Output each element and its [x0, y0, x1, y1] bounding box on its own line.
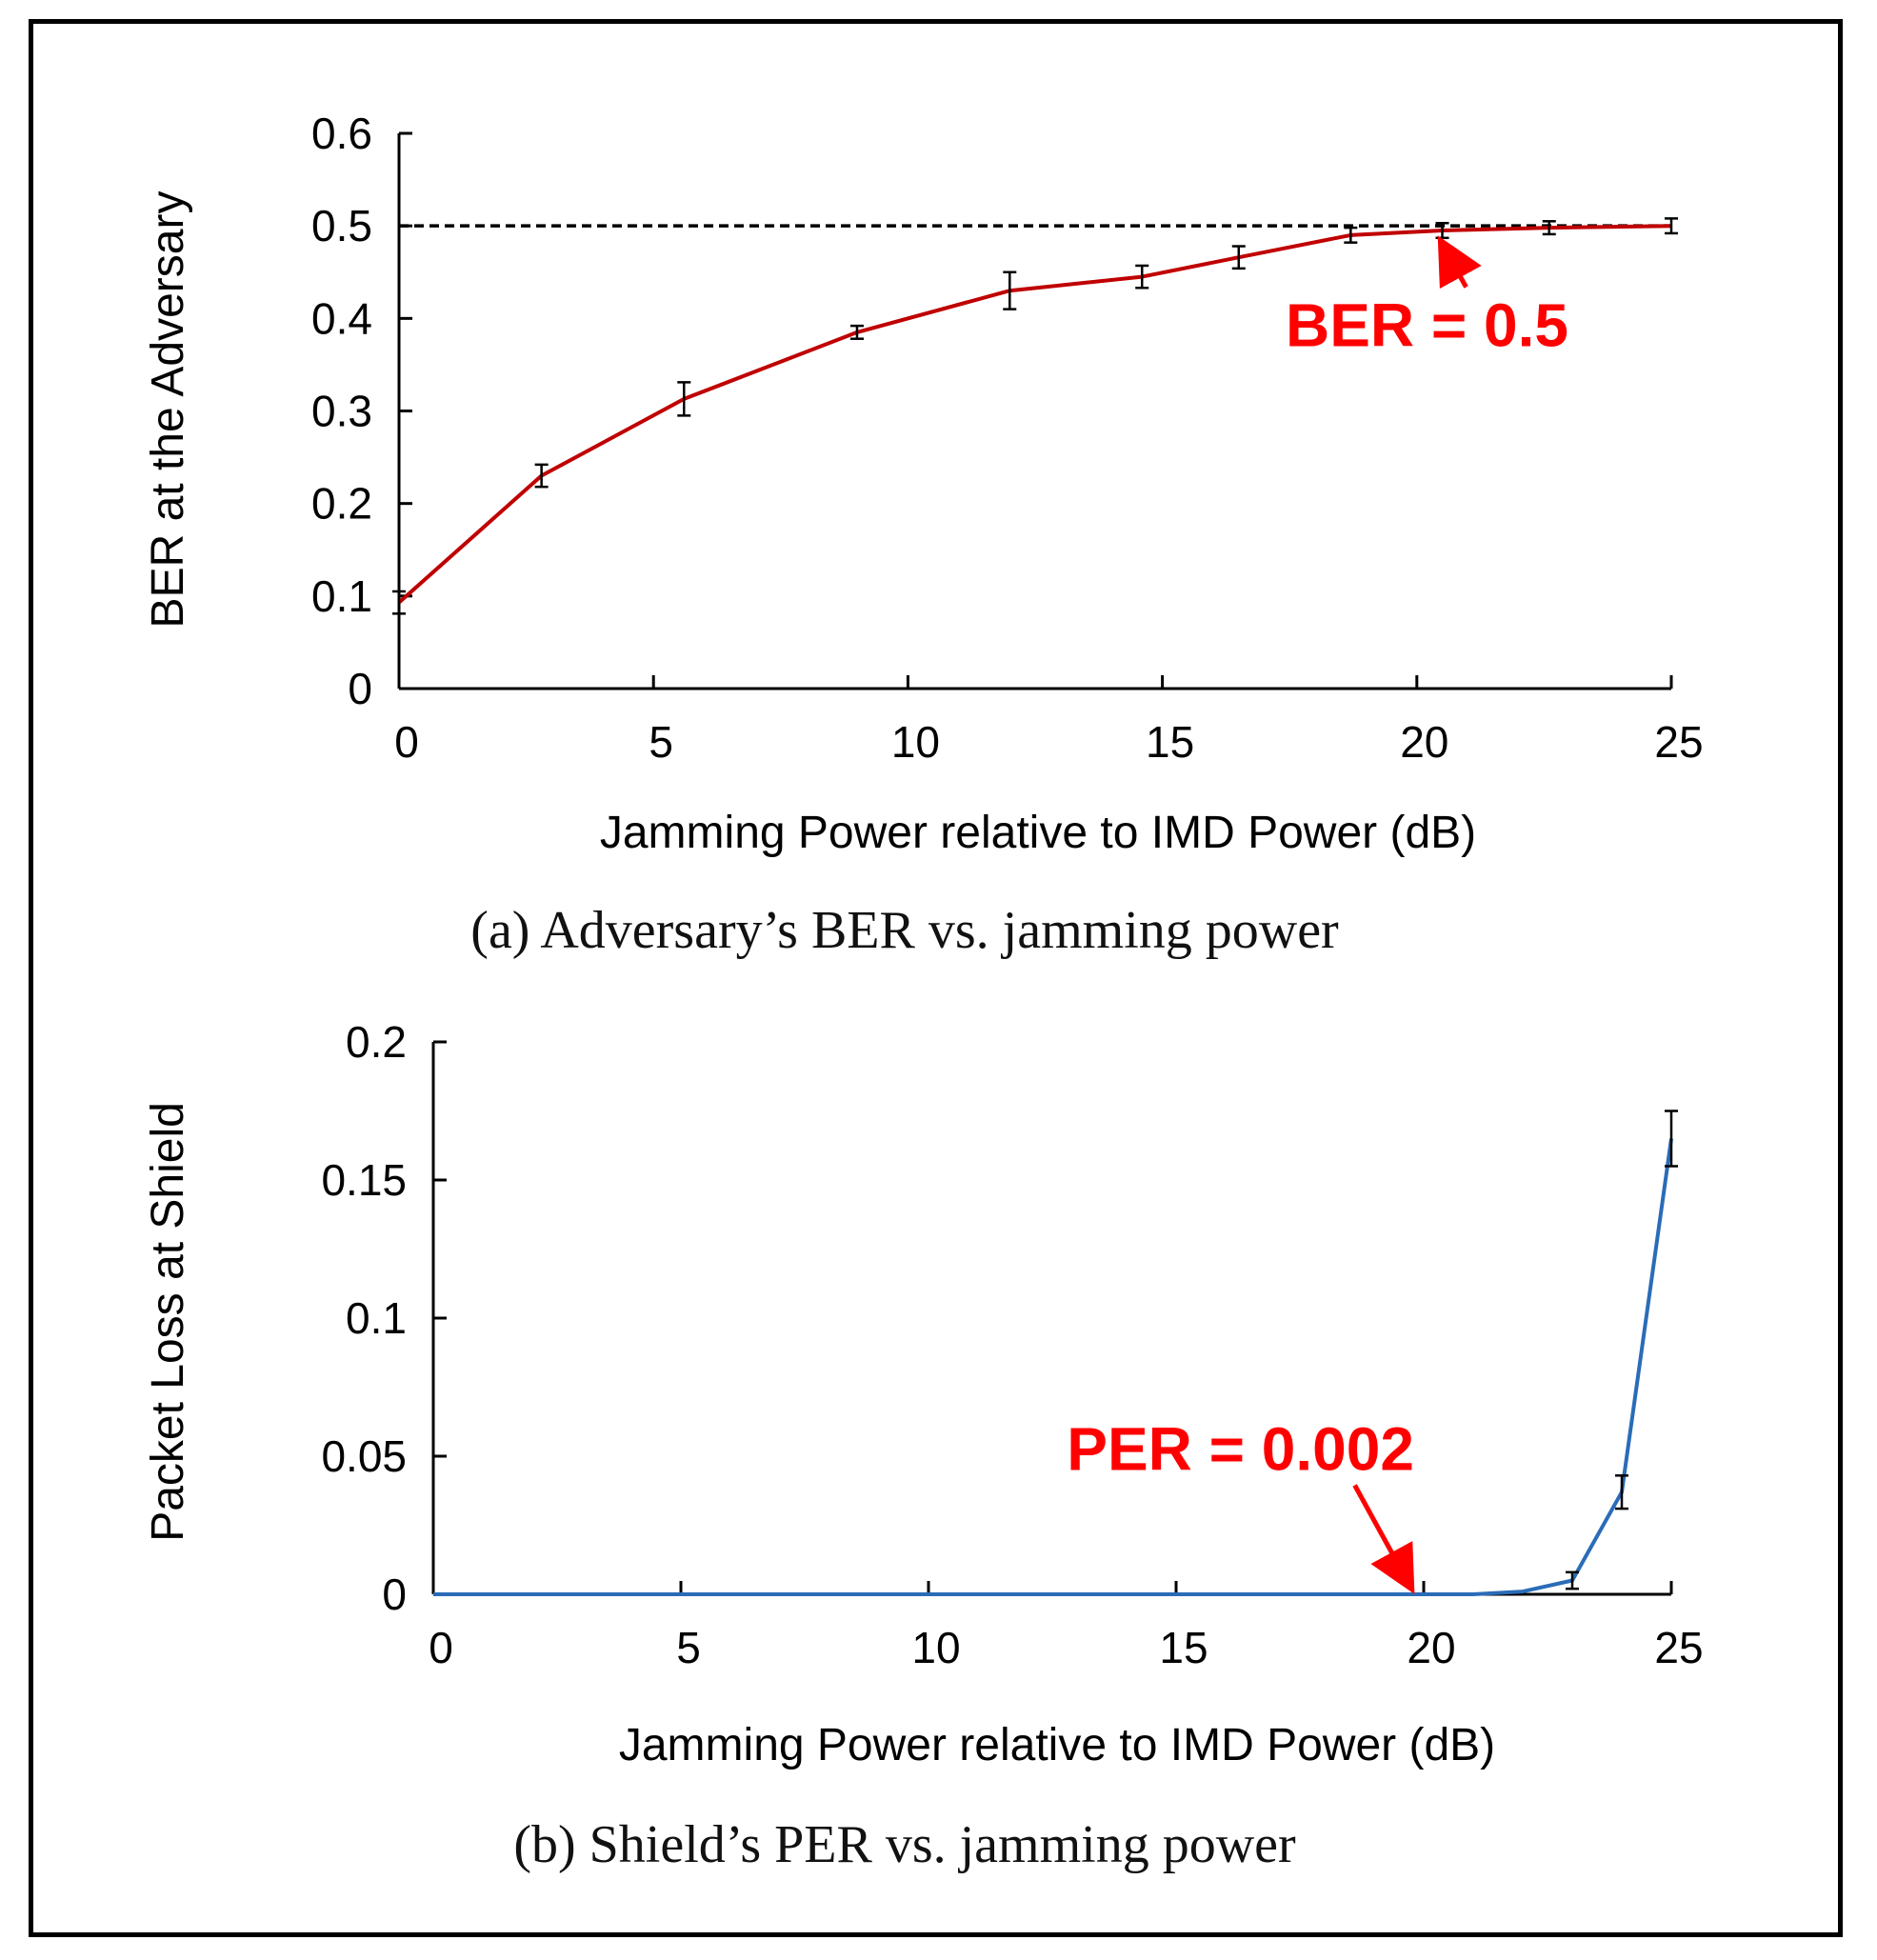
- chartB-ytick-label: 0.15: [321, 1155, 407, 1205]
- chartA-ytick-label: 0.3: [311, 387, 372, 436]
- chartA-series-line: [397, 224, 1672, 605]
- chart-a-series: [392, 217, 1678, 615]
- chart-a-annotation: BER = 0.5: [1286, 235, 1568, 359]
- chart-a-ylabel: BER at the Adversary: [143, 191, 193, 629]
- chart-b-caption: (b) Shield’s PER vs. jamming power: [513, 1815, 1296, 1874]
- chartA-xtick-label: 15: [1146, 717, 1194, 767]
- chartB-series-line: [433, 1138, 1673, 1596]
- chartB-xtick-label: 20: [1407, 1623, 1455, 1672]
- chartB-xtick-label: 15: [1159, 1623, 1208, 1672]
- chart-b: 0 0.05 0.1 0.15 0.2 0 5 10 15 20 25 PER = 0.002 Pa…: [143, 1017, 1704, 1874]
- chart-b-axes: 0 0.05 0.1 0.15 0.2 0 5 10 15 20 25: [321, 1017, 1703, 1672]
- chartA-annotation-text: BER = 0.5: [1286, 290, 1568, 359]
- chartA-xtick-label: 0: [394, 717, 419, 767]
- chart-a-caption: (a) Adversary’s BER vs. jamming power: [470, 901, 1339, 960]
- chartB-annotation-arrow: [1352, 1484, 1415, 1594]
- chart-b-xlabel: Jamming Power relative to IMD Power (dB): [619, 1720, 1495, 1770]
- chartA-xtick-label: 25: [1654, 717, 1703, 767]
- chart-b-ylabel: Packet Loss at Shield: [143, 1102, 193, 1542]
- chartA-xtick-label: 20: [1400, 717, 1448, 767]
- chart-a-xlabel: Jamming Power relative to IMD Power (dB): [600, 808, 1476, 858]
- figure-frame: [29, 19, 1843, 1937]
- chartB-xtick-label: 10: [911, 1623, 960, 1672]
- chartA-ytick-label: 0: [348, 664, 372, 713]
- chartA-ytick-label: 0.1: [311, 571, 372, 621]
- chartA-xtick-label: 5: [649, 717, 673, 767]
- chartB-ytick-label: 0.05: [321, 1431, 407, 1481]
- chartA-ytick-label: 0.5: [311, 201, 372, 250]
- chartB-ytick-label: 0.1: [346, 1293, 407, 1343]
- chart-b-series: [433, 1110, 1678, 1596]
- chartB-ytick-label: 0.2: [346, 1017, 407, 1067]
- chart-b-annotation: PER = 0.002: [1067, 1415, 1415, 1594]
- chartA-annotation-arrow: [1437, 235, 1482, 290]
- chartB-xtick-label: 0: [429, 1623, 453, 1672]
- chart-a: 00.10.20.30.40.50.60 5 10 15 20 25 BER = 0.5 …: [143, 109, 1704, 960]
- chartA-ytick-label: 0.6: [311, 109, 372, 158]
- chartB-ytick-label: 0: [382, 1570, 407, 1619]
- chartB-annotation-text: PER = 0.002: [1067, 1415, 1414, 1484]
- chartB-xtick-label: 5: [676, 1623, 701, 1672]
- chartB-xtick-label: 25: [1654, 1623, 1703, 1672]
- chart-a-axes: 0 0.1 0.2 0.3 0.4 0.5 0.6 0 5 10 15 20 25: [311, 109, 1704, 767]
- chartA-ytick-label: 0.4: [311, 293, 372, 343]
- chartA-xtick-label: 10: [891, 717, 940, 767]
- chartA-ytick-label: 0.2: [311, 479, 372, 529]
